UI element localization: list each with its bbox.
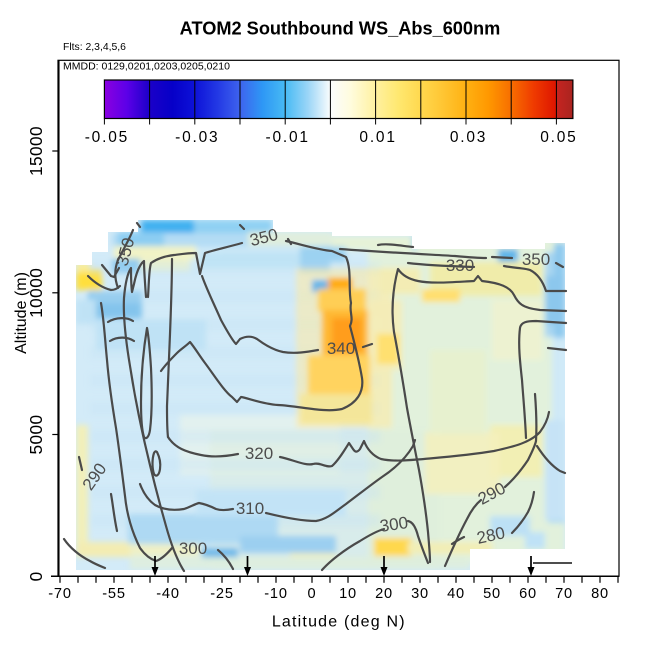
svg-text:0.05: 0.05 xyxy=(540,129,577,146)
svg-text:0.01: 0.01 xyxy=(359,129,396,146)
svg-text:0: 0 xyxy=(26,571,46,581)
svg-text:30: 30 xyxy=(411,586,429,602)
svg-text:340: 340 xyxy=(327,339,355,358)
svg-text:60: 60 xyxy=(519,586,537,602)
svg-text:310: 310 xyxy=(236,499,264,518)
svg-text:10: 10 xyxy=(339,586,357,602)
svg-text:-70: -70 xyxy=(48,586,72,602)
svg-text:-0.03: -0.03 xyxy=(175,129,219,146)
svg-text:Latitude (deg N): Latitude (deg N) xyxy=(272,614,406,631)
svg-text:-0.01: -0.01 xyxy=(266,129,310,146)
svg-text:MMDD: 0129,0201,0203,0205,0210: MMDD: 0129,0201,0203,0205,0210 xyxy=(63,61,230,73)
svg-text:80: 80 xyxy=(591,586,609,602)
svg-text:5000: 5000 xyxy=(26,414,46,454)
svg-text:Altitude (m): Altitude (m) xyxy=(13,272,30,354)
svg-text:70: 70 xyxy=(555,586,573,602)
svg-text:330: 330 xyxy=(446,256,474,275)
svg-text:-40: -40 xyxy=(156,586,180,602)
svg-text:0.03: 0.03 xyxy=(450,129,487,146)
svg-text:10000: 10000 xyxy=(26,268,46,318)
svg-text:350: 350 xyxy=(522,250,550,269)
svg-text:ATOM2 Southbound WS_Abs_600nm: ATOM2 Southbound WS_Abs_600nm xyxy=(180,19,501,39)
svg-text:-0.05: -0.05 xyxy=(85,129,129,146)
svg-text:40: 40 xyxy=(447,586,465,602)
svg-text:-55: -55 xyxy=(102,586,126,602)
svg-text:-10: -10 xyxy=(264,586,288,602)
svg-text:320: 320 xyxy=(245,444,273,463)
svg-text:50: 50 xyxy=(483,586,501,602)
svg-text:15000: 15000 xyxy=(26,126,46,176)
svg-text:0: 0 xyxy=(308,586,317,602)
svg-text:20: 20 xyxy=(375,586,393,602)
svg-text:300: 300 xyxy=(179,539,207,558)
svg-text:Flts: 2,3,4,5,6: Flts: 2,3,4,5,6 xyxy=(63,42,126,53)
svg-text:-25: -25 xyxy=(210,586,234,602)
svg-text:300: 300 xyxy=(379,513,410,536)
